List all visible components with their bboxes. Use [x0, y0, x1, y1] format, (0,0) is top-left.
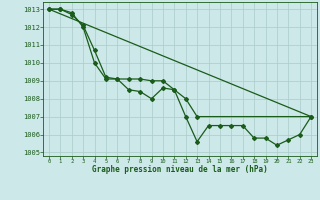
X-axis label: Graphe pression niveau de la mer (hPa): Graphe pression niveau de la mer (hPa): [92, 165, 268, 174]
